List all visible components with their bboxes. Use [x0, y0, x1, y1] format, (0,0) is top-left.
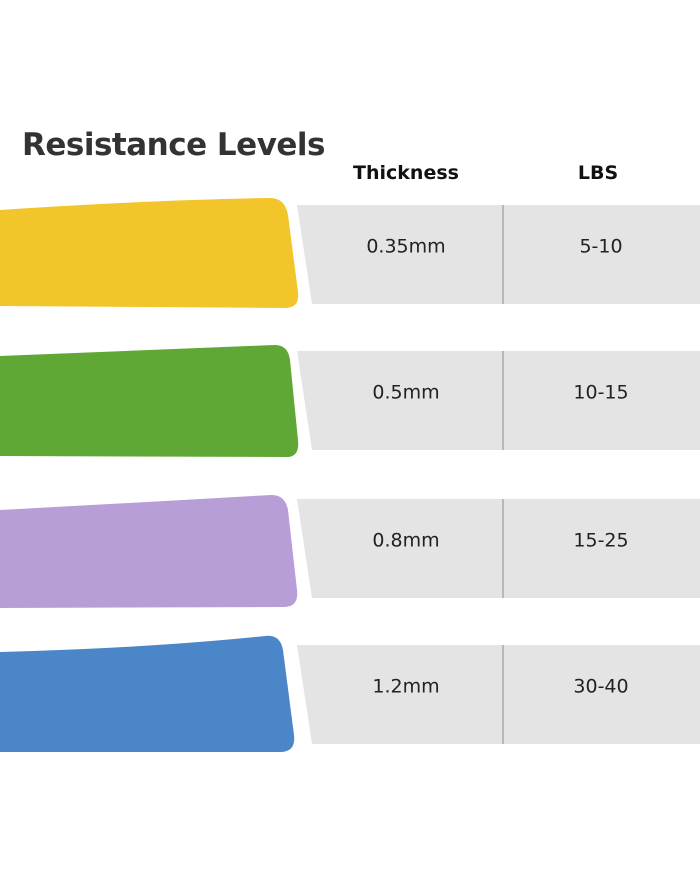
lbs: 5-10: [579, 236, 622, 258]
band-blue: [0, 635, 295, 752]
thickness: 0.8mm: [372, 530, 439, 552]
lbs: 15-25: [573, 530, 628, 552]
thickness: 0.5mm: [372, 382, 439, 404]
band-green: [0, 345, 299, 458]
row-background: [297, 499, 700, 598]
lbs: 30-40: [573, 676, 628, 698]
thickness: 0.35mm: [366, 236, 445, 258]
column-header: Thickness: [353, 162, 459, 184]
thickness: 1.2mm: [372, 676, 439, 698]
title: Resistance Levels: [22, 127, 325, 163]
table: 0.35mm 5-10 0.5mm 10-15 0.8mm 15-25 1.2mm 30-40: [297, 205, 700, 744]
row-background: [297, 645, 700, 744]
column-header: LBS: [578, 162, 618, 184]
row-background: [297, 351, 700, 450]
row-background: [297, 205, 700, 304]
band-yellow: [0, 198, 299, 308]
band-purple: [0, 494, 298, 608]
lbs: 10-15: [573, 382, 628, 404]
